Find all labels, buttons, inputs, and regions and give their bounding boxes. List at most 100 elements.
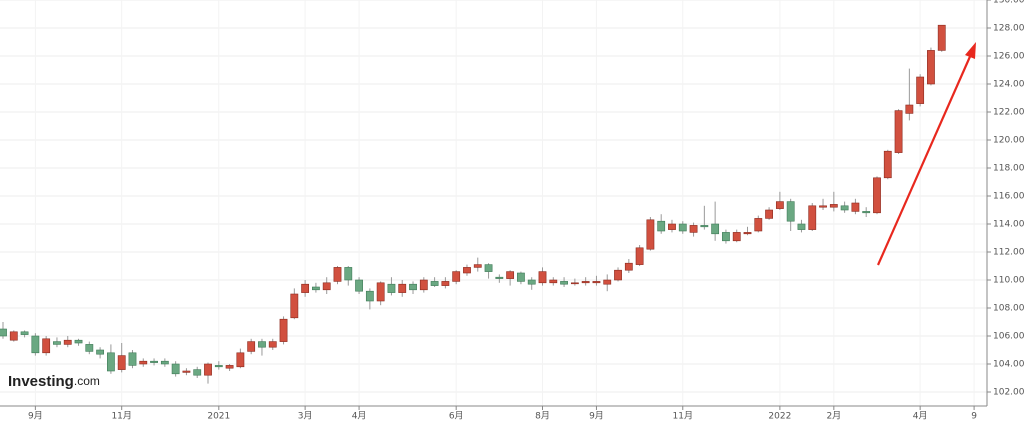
candle-body [387, 283, 396, 293]
y-tick-label: 116.00 [993, 192, 1024, 202]
candle-body [894, 110, 903, 153]
candle-body [333, 267, 342, 282]
candle-body [452, 271, 461, 282]
y-tick-label: 110.00 [993, 276, 1024, 286]
candle-body [808, 205, 817, 230]
candle-body [883, 150, 892, 179]
candle-body [365, 290, 374, 302]
x-tick-label: 4月 [913, 411, 928, 422]
y-tick-label: 106.00 [993, 332, 1024, 342]
candle-body [916, 76, 925, 104]
candle-body [312, 286, 320, 291]
y-tick-label: 126.00 [993, 52, 1024, 62]
x-tick-label: 4月 [352, 411, 367, 422]
y-tick-label: 112.00 [993, 248, 1024, 258]
candle-body [268, 341, 277, 348]
candle-body [689, 225, 698, 233]
y-tick-label: 122.00 [993, 108, 1024, 118]
candle-body [873, 177, 881, 214]
candle-body [765, 209, 773, 219]
candle-body [743, 232, 752, 235]
candle-body [905, 104, 914, 114]
x-tick-label: 9月 [28, 411, 43, 422]
candle-body [937, 24, 946, 51]
candle-body [711, 223, 720, 235]
candle-body [754, 218, 763, 232]
candle-body [657, 220, 666, 232]
candle-body [322, 282, 331, 291]
candle-body [150, 360, 158, 363]
candle-body [473, 264, 482, 268]
y-tick-label: 114.00 [993, 220, 1024, 230]
y-tick-label: 120.00 [993, 136, 1024, 146]
candle-body [409, 283, 417, 291]
candle-body [441, 281, 450, 286]
candle-body [603, 279, 612, 285]
candle-body [344, 267, 353, 281]
candle-body [862, 211, 871, 214]
candle-body [517, 272, 525, 282]
candle-body [614, 269, 622, 281]
candle-body [635, 247, 644, 265]
candle-body [484, 264, 493, 272]
candle-body [117, 355, 126, 370]
candle-body [581, 281, 590, 284]
candle-body [53, 341, 61, 345]
arrow-shaft [876, 51, 974, 266]
candle-body [927, 50, 935, 85]
y-tick-label: 124.00 [993, 80, 1024, 90]
x-tick-label: 8月 [535, 411, 550, 422]
candle-body [376, 282, 385, 302]
candle-body [204, 363, 212, 376]
candle-body [549, 279, 558, 284]
candle-body [624, 262, 633, 271]
candle-body [85, 344, 94, 352]
candle-body [96, 349, 105, 355]
candle-body [42, 338, 51, 354]
x-tick-label: 2月 [826, 411, 841, 422]
candle-body [160, 360, 169, 365]
x-tick-label: 3月 [298, 411, 313, 422]
candle-body [419, 279, 428, 291]
candle-body [355, 279, 363, 292]
x-tick-label: 2021 [207, 412, 230, 422]
candle-body [31, 335, 40, 354]
candle-body [851, 202, 860, 212]
y-tick-label: 128.00 [993, 24, 1024, 34]
candle-body [9, 331, 18, 341]
candle-body [398, 283, 407, 293]
candle-body [247, 341, 256, 352]
grid [0, 0, 987, 406]
x-tick-label: 9月 [589, 411, 604, 422]
candle-body [258, 341, 266, 348]
candle-body [430, 281, 439, 286]
watermark: Investing.com [8, 373, 100, 390]
candle-body [570, 282, 579, 285]
candle-body [786, 201, 795, 222]
x-tick-label: 11月 [111, 411, 131, 422]
candle-body [63, 339, 72, 345]
x-tick-label: 6月 [449, 411, 464, 422]
x-tick-label: 2022 [768, 412, 791, 422]
candle-body [722, 232, 730, 242]
candle-body [193, 369, 202, 376]
candle-body [668, 223, 676, 230]
candle-body [797, 223, 806, 230]
candle-body [775, 201, 784, 209]
candle-body [236, 352, 245, 368]
candle-body [560, 281, 568, 285]
candle-body [819, 205, 827, 208]
candle-body [171, 363, 180, 375]
candle-body [128, 352, 137, 366]
y-tick-label: 130.00 [993, 0, 1024, 6]
candle-body [182, 370, 191, 373]
candle-body [20, 331, 29, 335]
candle-body [732, 232, 741, 242]
candle-body [301, 283, 310, 293]
candle-body [225, 365, 234, 369]
candle-body [700, 225, 709, 228]
candle-body [0, 328, 7, 337]
candle-body [463, 267, 471, 274]
watermark-suffix: .com [74, 374, 100, 388]
